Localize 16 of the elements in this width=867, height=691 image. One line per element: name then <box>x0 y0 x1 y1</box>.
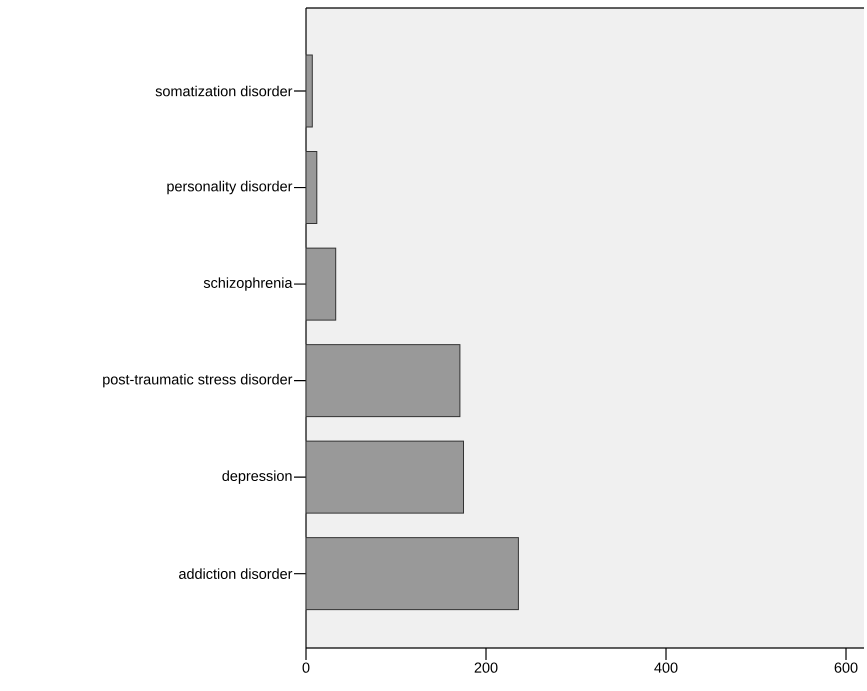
y-tick-label: depression <box>222 470 292 484</box>
bar <box>306 537 519 610</box>
bar <box>306 248 336 321</box>
x-tick-label: 600 <box>834 662 858 673</box>
x-tick-label: 200 <box>474 662 498 673</box>
x-tick-label: 400 <box>654 662 678 673</box>
x-tick-label: 0 <box>302 662 310 673</box>
bar <box>306 151 318 224</box>
y-tick-label: post-traumatic stress disorder <box>103 374 292 388</box>
y-tick-label: personality disorder <box>167 180 292 194</box>
bar <box>306 440 464 514</box>
y-tick-label: schizophrenia <box>204 277 292 291</box>
bar <box>306 344 460 418</box>
y-tick-label: somatization disorder <box>156 86 292 96</box>
y-tick-label: addiction disorder <box>179 568 292 579</box>
bar <box>306 54 313 128</box>
